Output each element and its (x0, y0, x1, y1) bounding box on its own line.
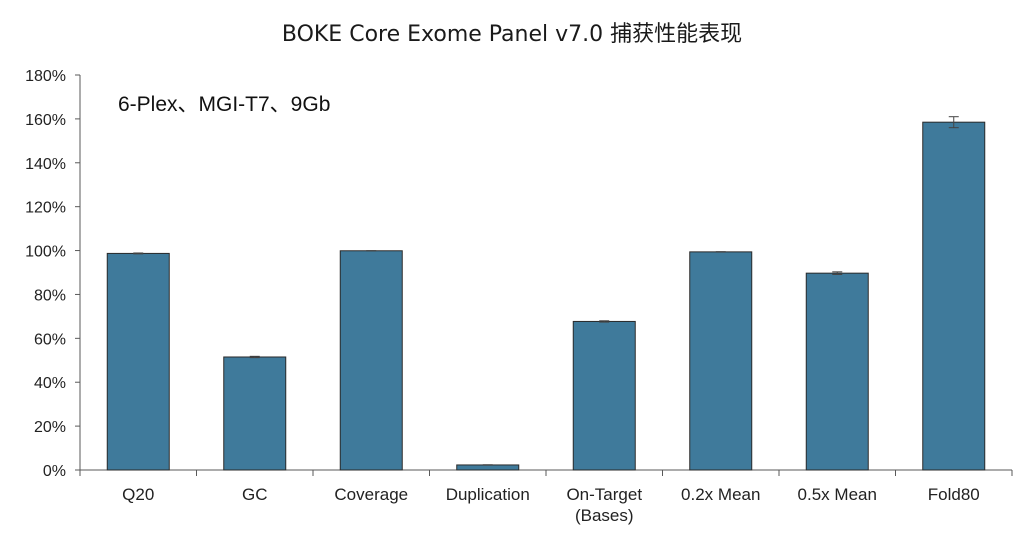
x-tick-label: 0.5x Mean (798, 485, 877, 504)
x-tick-label: Fold80 (928, 485, 980, 504)
y-tick-label: 160% (25, 112, 66, 129)
y-tick-label: 20% (34, 419, 66, 436)
y-tick-label: 120% (25, 200, 66, 217)
x-tick-label: Coverage (334, 485, 408, 504)
y-tick-label: 0% (43, 463, 66, 480)
x-tick-label: GC (242, 485, 268, 504)
y-tick-label: 80% (34, 287, 66, 304)
x-tick-label: On-Target (566, 485, 642, 504)
y-tick-label: 140% (25, 156, 66, 173)
chart-annotation: 6-Plex、MGI-T7、9Gb (118, 93, 330, 116)
y-tick-label: 100% (25, 244, 66, 261)
x-tick-label: Q20 (122, 485, 154, 504)
y-tick-label: 40% (34, 375, 66, 392)
x-tick-label: Duplication (446, 485, 530, 504)
bar (456, 464, 520, 471)
bar (572, 320, 636, 471)
y-tick-label: 180% (25, 68, 66, 85)
bar (805, 272, 869, 471)
bar (922, 121, 986, 471)
chart-title: BOKE Core Exome Panel v7.0 捕获性能表现 (281, 22, 743, 47)
bar (223, 356, 287, 471)
bar (106, 252, 170, 471)
x-tick-label: (Bases) (575, 506, 634, 525)
bar (339, 250, 403, 471)
x-tick-label: 0.2x Mean (681, 485, 760, 504)
y-tick-label: 60% (34, 331, 66, 348)
bar (689, 251, 753, 471)
